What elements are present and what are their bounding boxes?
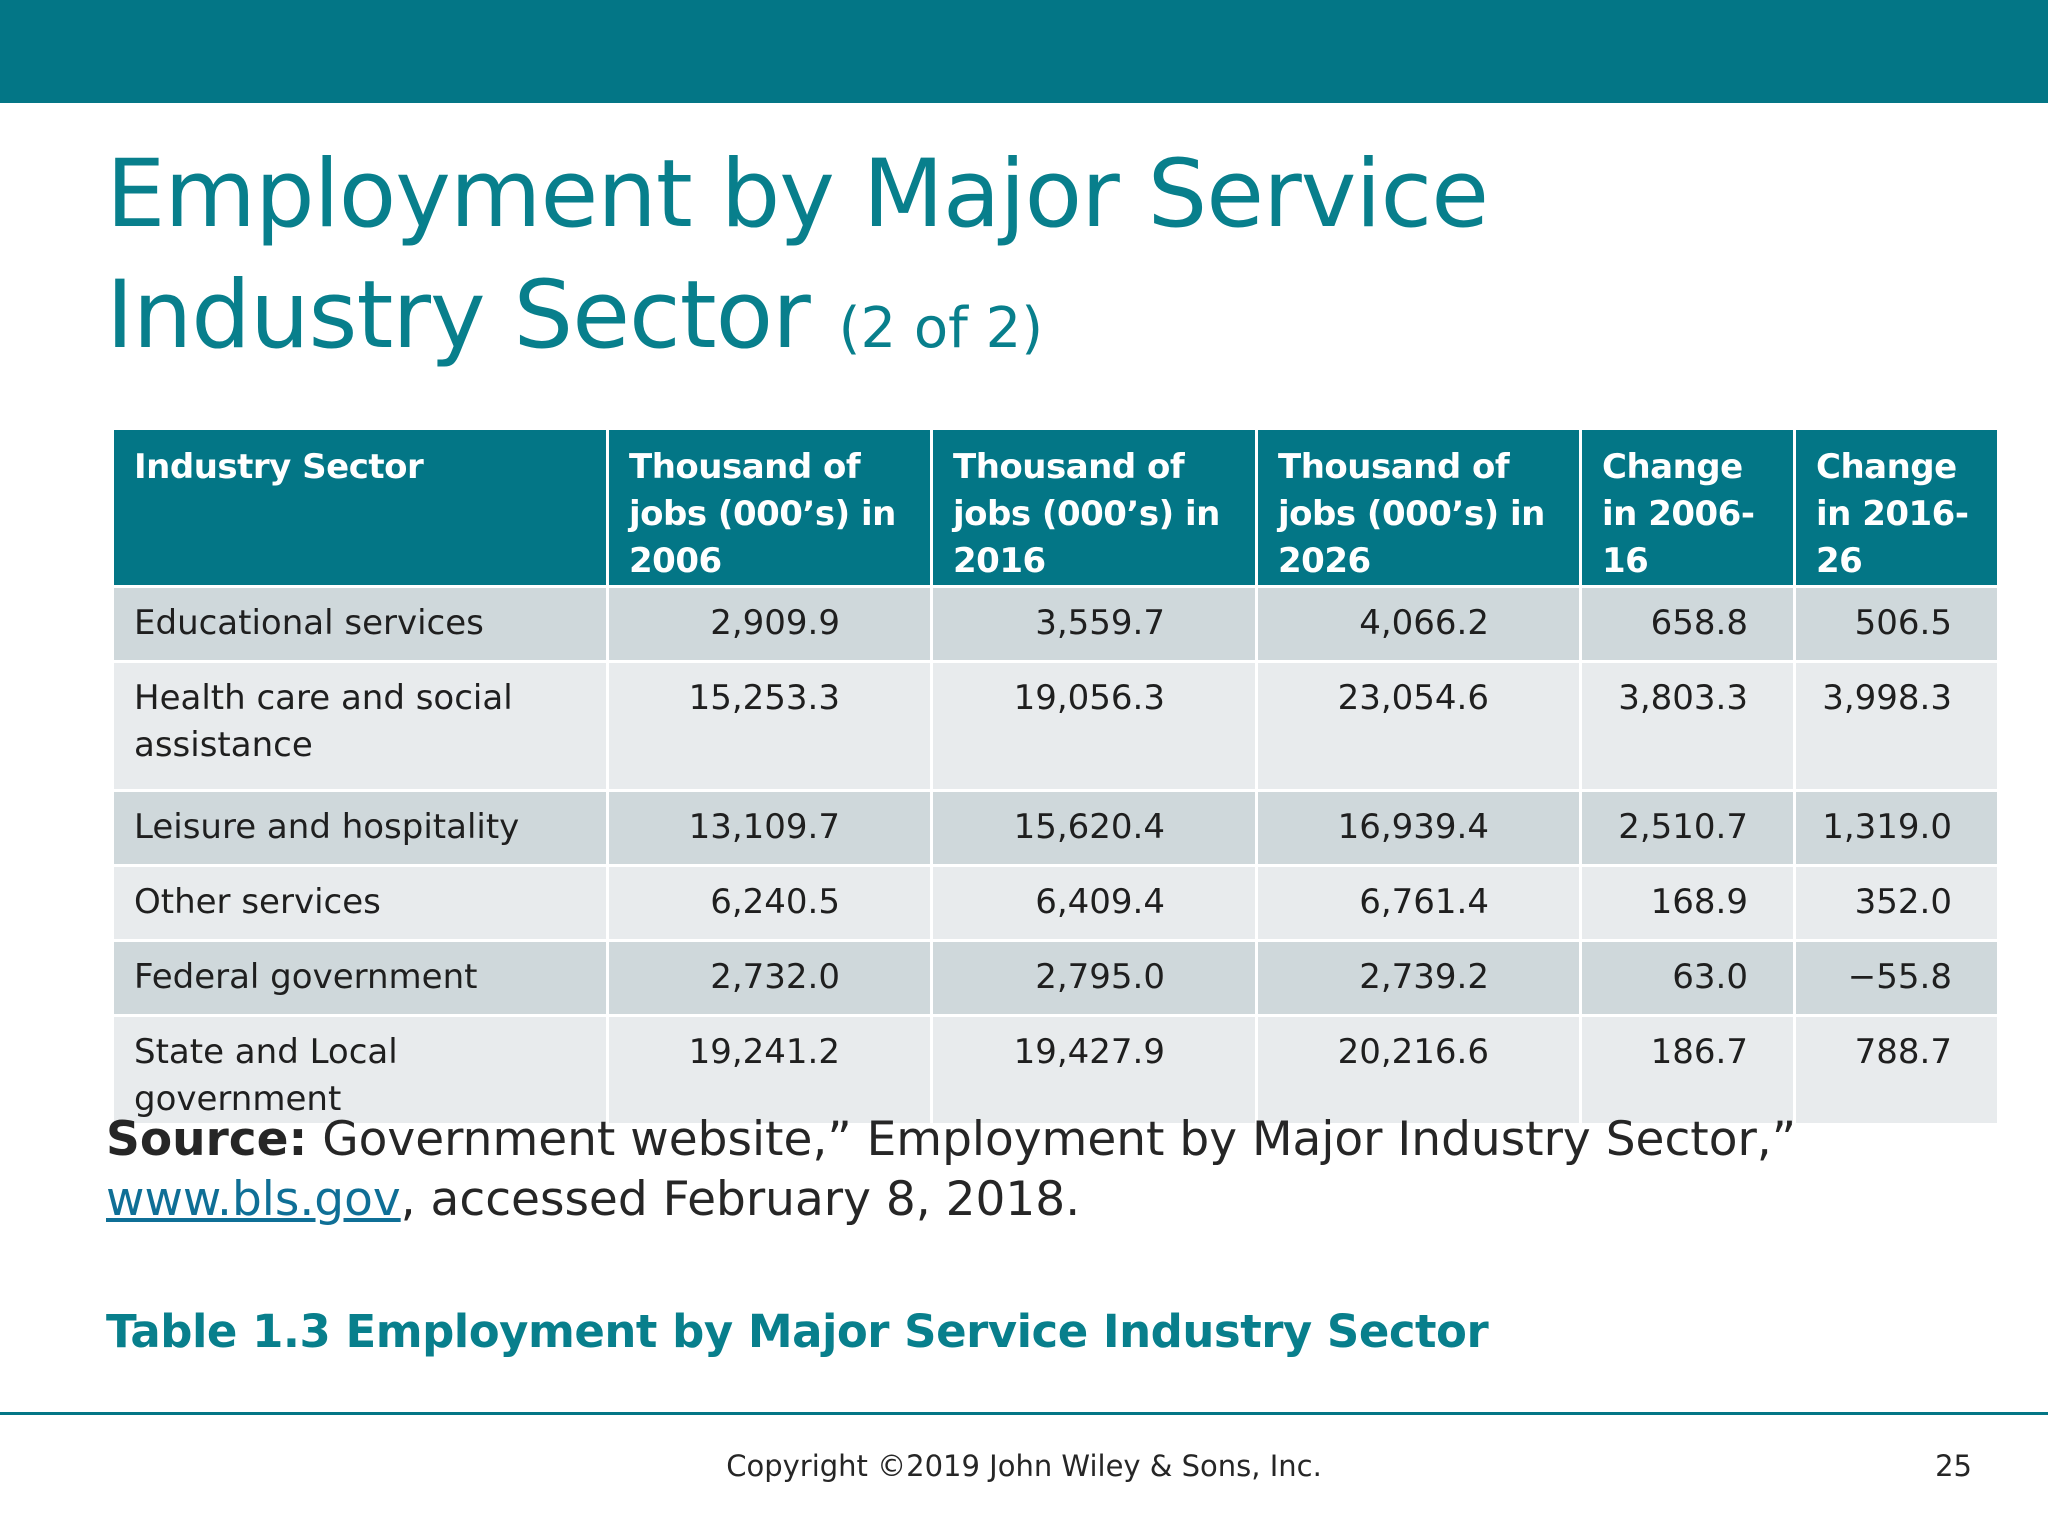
table-caption: Table 1.3 Employment by Major Service In… [106,1305,1489,1358]
table-row: Leisure and hospitality 13,109.7 15,620.… [111,789,2000,867]
cell-sector: Other services [111,864,609,942]
table-row: Educational services 2,909.9 3,559.7 4,0… [111,585,2000,663]
cell-jobs-2026: 6,761.4 [1255,864,1582,942]
cell-change-2006-16: 63.0 [1579,939,1796,1017]
cell-jobs-2026: 23,054.6 [1255,660,1582,792]
cell-sector: Leisure and hospitality [111,789,609,867]
source-text: Government website,” Employment by Major… [307,1112,1797,1167]
slide-title: Employment by Major Service Industry Sec… [106,134,1806,389]
header-change-2006-16: Change in 2006-16 [1579,427,1796,588]
slide-title-main: Employment by Major Service Industry Sec… [106,140,1489,370]
cell-jobs-2026: 20,216.6 [1255,1014,1582,1126]
source-link[interactable]: www.bls.gov [106,1172,401,1227]
cell-change-2016-26: 352.0 [1793,864,2000,942]
cell-change-2016-26: 506.5 [1793,585,2000,663]
cell-jobs-2006: 6,240.5 [606,864,933,942]
cell-jobs-2016: 6,409.4 [930,864,1258,942]
cell-change-2006-16: 2,510.7 [1579,789,1796,867]
source-label: Source: [106,1112,308,1167]
table-row: Other services 6,240.5 6,409.4 6,761.4 1… [111,864,2000,942]
cell-jobs-2006: 2,909.9 [606,585,933,663]
cell-jobs-2016: 15,620.4 [930,789,1258,867]
cell-change-2016-26: 3,998.3 [1793,660,2000,792]
source-suffix: , accessed February 8, 2018. [400,1172,1081,1227]
header-change-2016-26: Change in 2016-26 [1793,427,2000,588]
cell-jobs-2006: 19,241.2 [606,1014,933,1126]
header-jobs-2016: Thousand of jobs (000’s) in 2016 [930,427,1258,588]
source-note: Source: Government website,” Employment … [106,1110,1906,1230]
cell-change-2016-26: −55.8 [1793,939,2000,1017]
cell-sector: Health care and social assistance [111,660,609,792]
header-jobs-2006: Thousand of jobs (000’s) in 2006 [606,427,933,588]
cell-jobs-2026: 16,939.4 [1255,789,1582,867]
cell-jobs-2016: 2,795.0 [930,939,1258,1017]
cell-change-2006-16: 186.7 [1579,1014,1796,1126]
footer-divider [0,1412,2048,1415]
copyright-notice: Copyright ©2019 John Wiley & Sons, Inc. [726,1449,1322,1483]
header-jobs-2026: Thousand of jobs (000’s) in 2026 [1255,427,1582,588]
cell-change-2006-16: 658.8 [1579,585,1796,663]
cell-sector: Federal government [111,939,609,1017]
employment-table: Industry Sector Thousand of jobs (000’s)… [111,427,2000,1126]
cell-jobs-2006: 15,253.3 [606,660,933,792]
cell-jobs-2026: 2,739.2 [1255,939,1582,1017]
header-industry-sector: Industry Sector [111,427,609,588]
slide-title-part-indicator: (2 of 2) [838,296,1044,361]
cell-jobs-2016: 3,559.7 [930,585,1258,663]
top-banner [0,0,2048,103]
cell-jobs-2016: 19,427.9 [930,1014,1258,1126]
cell-sector: State and Local government [111,1014,609,1126]
cell-change-2006-16: 3,803.3 [1579,660,1796,792]
cell-jobs-2006: 2,732.0 [606,939,933,1017]
table-row: Health care and social assistance 15,253… [111,660,2000,792]
cell-change-2016-26: 788.7 [1793,1014,2000,1126]
table-header-row: Industry Sector Thousand of jobs (000’s)… [111,427,2000,588]
cell-sector: Educational services [111,585,609,663]
cell-jobs-2006: 13,109.7 [606,789,933,867]
cell-change-2016-26: 1,319.0 [1793,789,2000,867]
table-row: State and Local government 19,241.2 19,4… [111,1014,2000,1126]
cell-jobs-2016: 19,056.3 [930,660,1258,792]
cell-change-2006-16: 168.9 [1579,864,1796,942]
table-row: Federal government 2,732.0 2,795.0 2,739… [111,939,2000,1017]
page-number: 25 [1935,1449,1972,1483]
cell-jobs-2026: 4,066.2 [1255,585,1582,663]
